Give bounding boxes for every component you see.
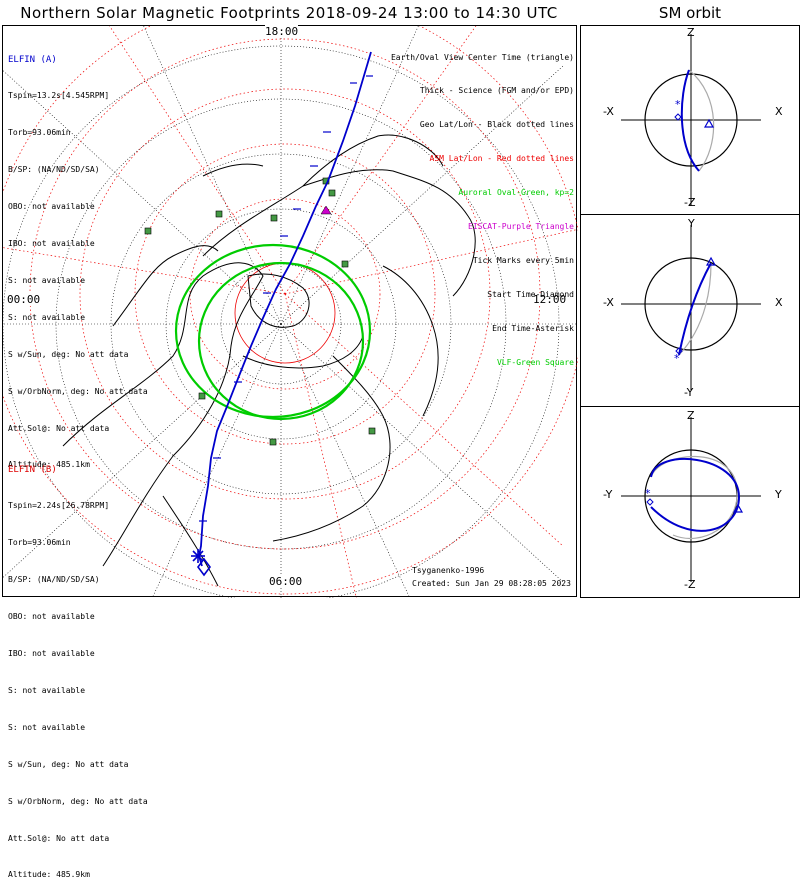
elfin-a-name: ELFIN (A) — [8, 54, 57, 65]
elfin-b-line: S w/Sun, deg: No att data — [8, 759, 129, 769]
elfin-b-line: Tspin=2.24s[26.78RPM] — [8, 501, 110, 511]
elfin-a-line: OBO: not available — [8, 202, 95, 212]
axis-label-right: X — [775, 296, 783, 309]
vlf-square — [328, 189, 336, 197]
svg-text:*: * — [674, 352, 680, 365]
axis-label-right: X — [775, 105, 783, 118]
clock-label-bottom: 06:00 — [269, 575, 303, 588]
created-timestamp: Created: Sun Jan 29 08:28:05 2023 — [412, 579, 571, 588]
legend-item: Start Time-Diamond — [487, 289, 574, 299]
axis-label-left: -Y — [603, 488, 613, 501]
legend-item: Tick Marks every 5min — [472, 255, 574, 265]
elfin-b-line: S: not available — [8, 685, 86, 695]
elfin-b-info: ELFIN (B) Tspin=2.24s[26.78RPM] Torb=93.… — [8, 439, 148, 894]
elfin-b-name: ELFIN (B) — [8, 464, 57, 475]
clock-label-right: 12:00 — [533, 293, 567, 306]
clock-label-left: 00:00 — [7, 293, 41, 306]
orbit-yz-canvas: * — [621, 417, 761, 582]
map-legend: Earth/Oval View Center Time (triangle) T… — [391, 29, 574, 379]
orbit-panel-xz: * Z -Z -X X — [580, 25, 800, 215]
clock-label-top: 18:00 — [265, 25, 299, 38]
elfin-b-line: Att.Sol@: No att data — [8, 833, 110, 843]
model-credit: Tsyganenko-1996 — [412, 566, 485, 575]
legend-item: Auroral Oval-Green, kp=2 — [458, 188, 574, 198]
elfin-b-line: Altitude: 485.9km — [8, 870, 90, 880]
elfin-a-line: S: not available — [8, 275, 86, 285]
coastlines — [62, 134, 476, 587]
orbit-xz-canvas: * — [621, 34, 761, 206]
svg-text:*: * — [645, 487, 651, 500]
legend-item: Earth/Oval View Center Time (triangle) — [390, 52, 574, 62]
orbit-title: SM orbit — [658, 4, 722, 22]
vlf-square — [269, 438, 277, 446]
map-canvas — [3, 26, 578, 598]
elfin-a-line: Tspin=13.2s[4.545RPM] — [8, 91, 110, 101]
elfin-b-line: B/SP: (NA/ND/SD/SA) — [8, 575, 100, 585]
axis-label-bottom: -Y — [684, 386, 694, 399]
auroral-oval-outer — [174, 243, 372, 419]
orbit-panel-xy: * Y -Y -X X — [580, 214, 800, 407]
geo-grid — [3, 26, 578, 598]
vlf-square — [368, 427, 376, 435]
svg-text:*: * — [675, 98, 681, 111]
elfin-a-ticks — [199, 75, 373, 522]
axis-label-bottom: -Z — [684, 578, 696, 591]
axis-label-top: Z — [687, 409, 695, 422]
elfin-a-line: Torb=93.06min — [8, 128, 71, 138]
elfin-a-line: Att.Sol@: No att data — [8, 423, 110, 433]
elfin-b-line: S: not available — [8, 722, 86, 732]
vlf-square — [198, 392, 206, 400]
footprint-map: 18:00 00:00 12:00 06:00 — [2, 25, 578, 598]
axis-label-top: Z — [687, 26, 695, 39]
legend-item: VLF-Green Square — [496, 357, 574, 367]
elfin-b-line: IBO: not available — [8, 649, 95, 659]
vlf-square — [341, 260, 349, 268]
elfin-a-line: Altitude: 485.1km — [8, 460, 90, 470]
elfin-a-line: B/SP: (NA/ND/SD/SA) — [8, 165, 100, 175]
start-diamond — [197, 557, 211, 577]
legend-item: ASM Lat/Lon - Red dotted lines — [429, 154, 575, 164]
auroral-oval-inner — [197, 261, 365, 421]
elfin-a-line: S w/OrbNorm, deg: No att data — [8, 386, 148, 396]
axis-label-bottom: -Z — [684, 196, 696, 209]
legend-item: EISCAT-Purple Triangle — [468, 222, 574, 232]
axis-label-top: Y — [688, 217, 695, 230]
elfin-a-line: IBO: not available — [8, 239, 95, 249]
vlf-stations — [144, 177, 376, 446]
orbit-xy-canvas: * — [621, 225, 761, 390]
axis-label-right: Y — [775, 488, 782, 501]
geo-lat-circle — [3, 45, 560, 598]
elfin-a-track — [198, 51, 372, 567]
elfin-a-line: S w/Sun, deg: No att data — [8, 349, 129, 359]
geo-lat-circle — [110, 153, 452, 495]
eiscat-triangle — [320, 205, 332, 215]
axis-label-left: -X — [603, 296, 614, 309]
orbit-panel-yz: * Z -Z -Y Y — [580, 406, 800, 598]
axis-label-left: -X — [603, 105, 614, 118]
end-asterisk — [191, 549, 205, 563]
vlf-square — [215, 210, 223, 218]
legend-item: Thick - Science (FGM and/or EPD) — [419, 86, 574, 96]
legend-item: End Time-Asterisk — [492, 323, 574, 333]
elfin-b-line: Torb=93.06min — [8, 538, 71, 548]
vlf-square — [270, 214, 278, 222]
auroral-oval — [174, 243, 372, 421]
plot-title: Northern Solar Magnetic Footprints 2018-… — [20, 4, 558, 22]
elfin-b-line: S w/OrbNorm, deg: No att data — [8, 796, 148, 806]
elfin-a-info: ELFIN (A) Tspin=13.2s[4.545RPM] Torb=93.… — [8, 29, 148, 484]
vlf-square — [144, 227, 152, 235]
legend-item: Geo Lat/Lon - Black dotted lines — [419, 120, 574, 130]
elfin-b-line: OBO: not available — [8, 612, 95, 622]
elfin-a-line: S: not available — [8, 312, 86, 322]
